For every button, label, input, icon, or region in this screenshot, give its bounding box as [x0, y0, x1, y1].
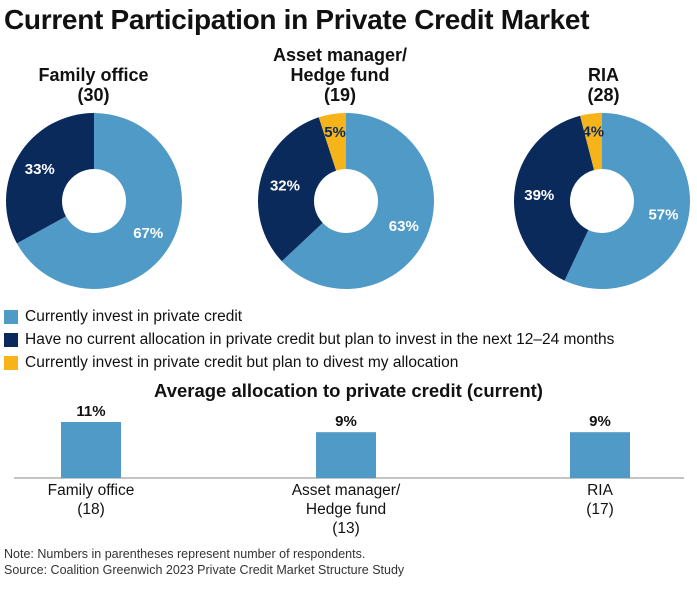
donut-slice-plan [6, 113, 95, 244]
donut-label-plan: 32% [270, 177, 300, 194]
donut-chart-family-office: 67% 33% [6, 113, 183, 289]
bar-value-label: 9% [589, 413, 611, 430]
donut-slice-invest [16, 113, 183, 289]
donut-label-divest: 4% [582, 124, 604, 141]
donut-slice-divest [580, 113, 602, 171]
bar-category-asset-manager: Asset manager/ Hedge fund (13) [246, 481, 446, 538]
donut-slice-plan [514, 115, 595, 281]
bar-category-ria: RIA (17) [520, 481, 680, 519]
bar-category-line2: Hedge fund [305, 501, 387, 518]
bar-category-line2: (17) [586, 501, 614, 518]
bar-value-label: 11% [76, 403, 105, 420]
group-name-line1: Asset manager/ [272, 45, 408, 65]
donut-label-invest: 57% [648, 207, 678, 224]
footnote: Note: Numbers in parentheses represent n… [4, 546, 404, 578]
chart-title: Current Participation in Private Credit … [4, 4, 590, 35]
donut-chart-ria: 57% 39% 4% [514, 113, 690, 289]
donut-label-invest: 67% [133, 225, 163, 242]
donut-label-divest: 5% [324, 124, 346, 141]
bar-2 [570, 432, 630, 478]
legend-swatch [4, 332, 18, 347]
bar-value-label: 9% [335, 413, 357, 430]
bar-category-line1: Asset manager/ [291, 482, 401, 499]
bar-1 [316, 432, 376, 478]
footnote-source: Source: Coalition Greenwich 2023 Private… [4, 563, 405, 577]
donut-label-plan: 33% [25, 161, 55, 178]
group-count: (28) [587, 85, 620, 105]
donut-slice-invest [281, 113, 434, 289]
donut-slice-divest [318, 113, 346, 171]
group-name: Family office [38, 65, 149, 85]
bar-category-line2: (18) [77, 501, 105, 518]
group-name: RIA [588, 65, 619, 85]
bar-chart-average-allocation: 11% 9% 9% [14, 403, 684, 479]
donut-label-invest: 63% [389, 218, 419, 235]
bar-chart-title: Average allocation to private credit (cu… [154, 380, 543, 401]
group-title-family-office: Family office (30) [0, 65, 187, 105]
legend-label: Currently invest in private credit [25, 307, 243, 325]
bar-category-line3: (13) [332, 520, 360, 537]
group-title-asset-manager: Asset manager/ Hedge fund (19) [240, 45, 440, 105]
group-title-ria: RIA (28) [510, 65, 697, 105]
bar-category-line1: RIA [587, 482, 613, 499]
legend-swatch [4, 309, 18, 324]
legend-item-divest: Currently invest in private credit but p… [4, 351, 614, 374]
footnote-note: Note: Numbers in parentheses represent n… [4, 547, 366, 561]
donut-chart-asset-manager: 63% 32% 5% [258, 113, 434, 289]
bar-category-family-office: Family office (18) [0, 481, 182, 519]
legend-swatch [4, 355, 18, 370]
donut-slice-plan [258, 117, 337, 262]
group-name-line2: Hedge fund [290, 65, 390, 85]
group-count: (30) [77, 85, 110, 105]
group-count: (19) [323, 85, 356, 105]
legend-label: Currently invest in private credit but p… [25, 353, 459, 371]
donut-slice-invest [564, 113, 690, 289]
legend-label: Have no current allocation in private cr… [25, 330, 615, 348]
donut-label-plan: 39% [524, 187, 554, 204]
bar-0 [61, 422, 121, 478]
legend-item-plan: Have no current allocation in private cr… [4, 328, 614, 351]
legend: Currently invest in private credit Have … [4, 305, 614, 374]
legend-item-invest: Currently invest in private credit [4, 305, 614, 328]
bar-category-line1: Family office [47, 482, 135, 499]
